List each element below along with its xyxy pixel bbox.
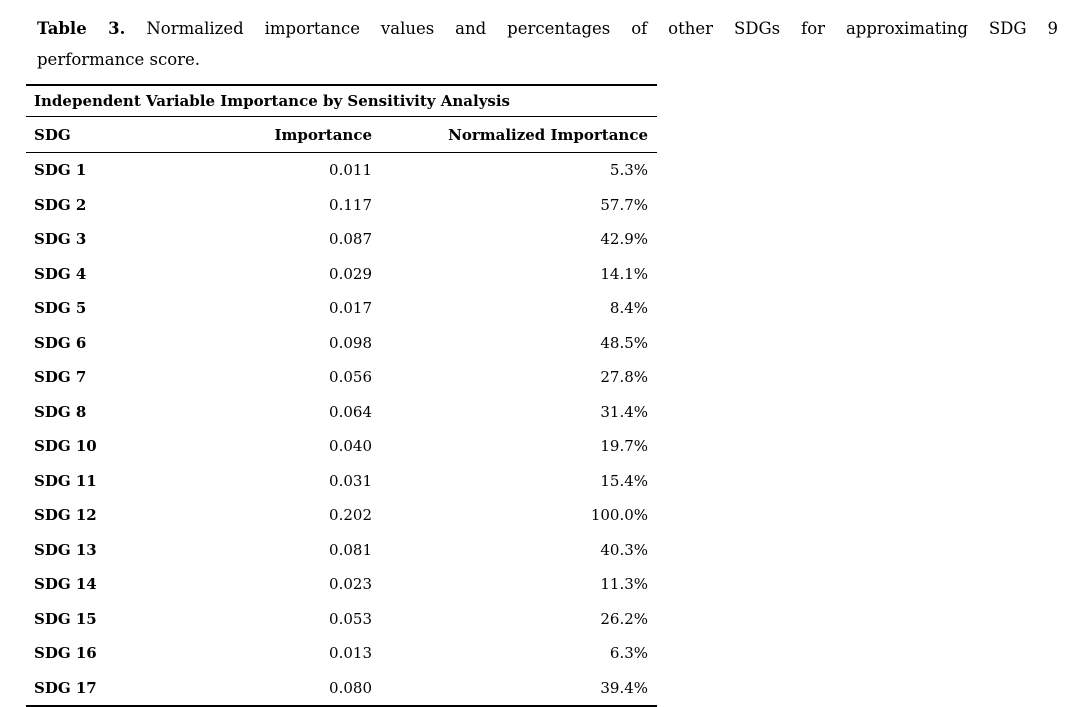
cell-sdg: SDG 6 [34,333,87,352]
cell-importance: 0.098 [329,333,372,352]
cell-normalized-importance: 14.1% [600,264,649,283]
table-row: SDG 10 0.040 19.7% [26,429,657,464]
cell-sdg: SDG 8 [34,402,87,421]
table-row: SDG 11 0.031 15.4% [26,464,657,499]
cell-sdg: SDG 7 [34,368,87,387]
cell-importance: 0.117 [329,195,372,214]
table-caption: Table 3. Normalized importance values an… [37,13,1058,75]
cell-importance: 0.017 [329,299,372,318]
table-row: SDG 2 0.117 57.7% [26,188,657,223]
caption-text: Normalized importance values and percent… [146,19,1059,38]
cell-normalized-importance: 8.4% [609,299,649,318]
cell-normalized-importance: 11.3% [600,575,649,594]
cell-sdg: SDG 16 [34,644,97,663]
cell-importance: 0.080 [329,678,372,697]
cell-sdg: SDG 1 [34,161,87,180]
cell-importance: 0.053 [329,609,372,628]
cell-normalized-importance: 31.4% [600,402,649,421]
cell-sdg: SDG 17 [34,678,97,697]
cell-normalized-importance: 40.3% [600,540,649,559]
table-row: SDG 5 0.017 8.4% [26,291,657,326]
cell-importance: 0.064 [329,402,372,421]
cell-normalized-importance: 26.2% [600,609,649,628]
cell-sdg: SDG 11 [34,471,97,490]
table-row: SDG 4 0.029 14.1% [26,257,657,292]
cell-importance: 0.081 [329,540,372,559]
table-row: SDG 13 0.081 40.3% [26,533,657,568]
cell-importance: 0.040 [329,437,372,456]
cell-normalized-importance: 100.0% [590,506,649,525]
cell-importance: 0.031 [329,471,372,490]
cell-normalized-importance: 27.8% [600,368,649,387]
cell-importance: 0.029 [329,264,372,283]
table-row: SDG 14 0.023 11.3% [26,567,657,602]
caption-line-2: performance score. [37,50,201,69]
cell-sdg: SDG 13 [34,540,97,559]
table-row: SDG 15 0.053 26.2% [26,602,657,637]
cell-importance: 0.056 [329,368,372,387]
table-row: SDG 7 0.056 27.8% [26,360,657,395]
cell-sdg: SDG 5 [34,299,87,318]
cell-importance: 0.087 [329,230,372,249]
cell-sdg: SDG 3 [34,230,87,249]
cell-normalized-importance: 42.9% [600,230,649,249]
cell-importance: 0.202 [329,506,372,525]
table-row: SDG 1 0.011 5.3% [26,153,657,188]
cell-importance: 0.023 [329,575,372,594]
table-row: SDG 8 0.064 31.4% [26,395,657,430]
table-row: SDG 12 0.202 100.0% [26,498,657,533]
cell-sdg: SDG 15 [34,609,97,628]
table-row: SDG 17 0.080 39.4% [26,671,657,707]
cell-sdg: SDG 4 [34,264,87,283]
section-header: Independent Variable Importance by Sensi… [26,85,658,117]
table-section-header-row: Independent Variable Importance by Sensi… [26,85,658,117]
cell-normalized-importance: 39.4% [600,678,649,697]
cell-normalized-importance: 15.4% [600,471,649,490]
table-row: SDG 3 0.087 42.9% [26,222,657,257]
cell-normalized-importance: 48.5% [600,333,649,352]
cell-importance: 0.011 [329,161,372,180]
cell-sdg: SDG 12 [34,506,97,525]
caption-label: Table 3. [37,19,126,38]
column-header-sdg: SDG [26,116,186,153]
cell-sdg: SDG 2 [34,195,87,214]
caption-line-1: Table 3. Normalized importance values an… [37,13,1058,44]
cell-normalized-importance: 5.3% [609,161,649,180]
column-header-normalized-importance: Normalized Importance [373,116,658,153]
cell-normalized-importance: 6.3% [609,644,649,663]
cell-sdg: SDG 14 [34,575,97,594]
cell-normalized-importance: 19.7% [600,437,649,456]
table-body: SDG 1 0.011 5.3% SDG 2 0.117 57.7% SDG 3… [26,153,657,707]
table-column-header-row: SDG Importance Normalized Importance [26,116,658,153]
cell-normalized-importance: 57.7% [600,195,649,214]
table-row: SDG 16 0.013 6.3% [26,636,657,671]
table-row: SDG 6 0.098 48.5% [26,326,657,361]
cell-sdg: SDG 10 [34,437,97,456]
column-header-importance: Importance [186,116,373,153]
cell-importance: 0.013 [329,644,372,663]
importance-table: Independent Variable Importance by Sensi… [26,84,658,707]
